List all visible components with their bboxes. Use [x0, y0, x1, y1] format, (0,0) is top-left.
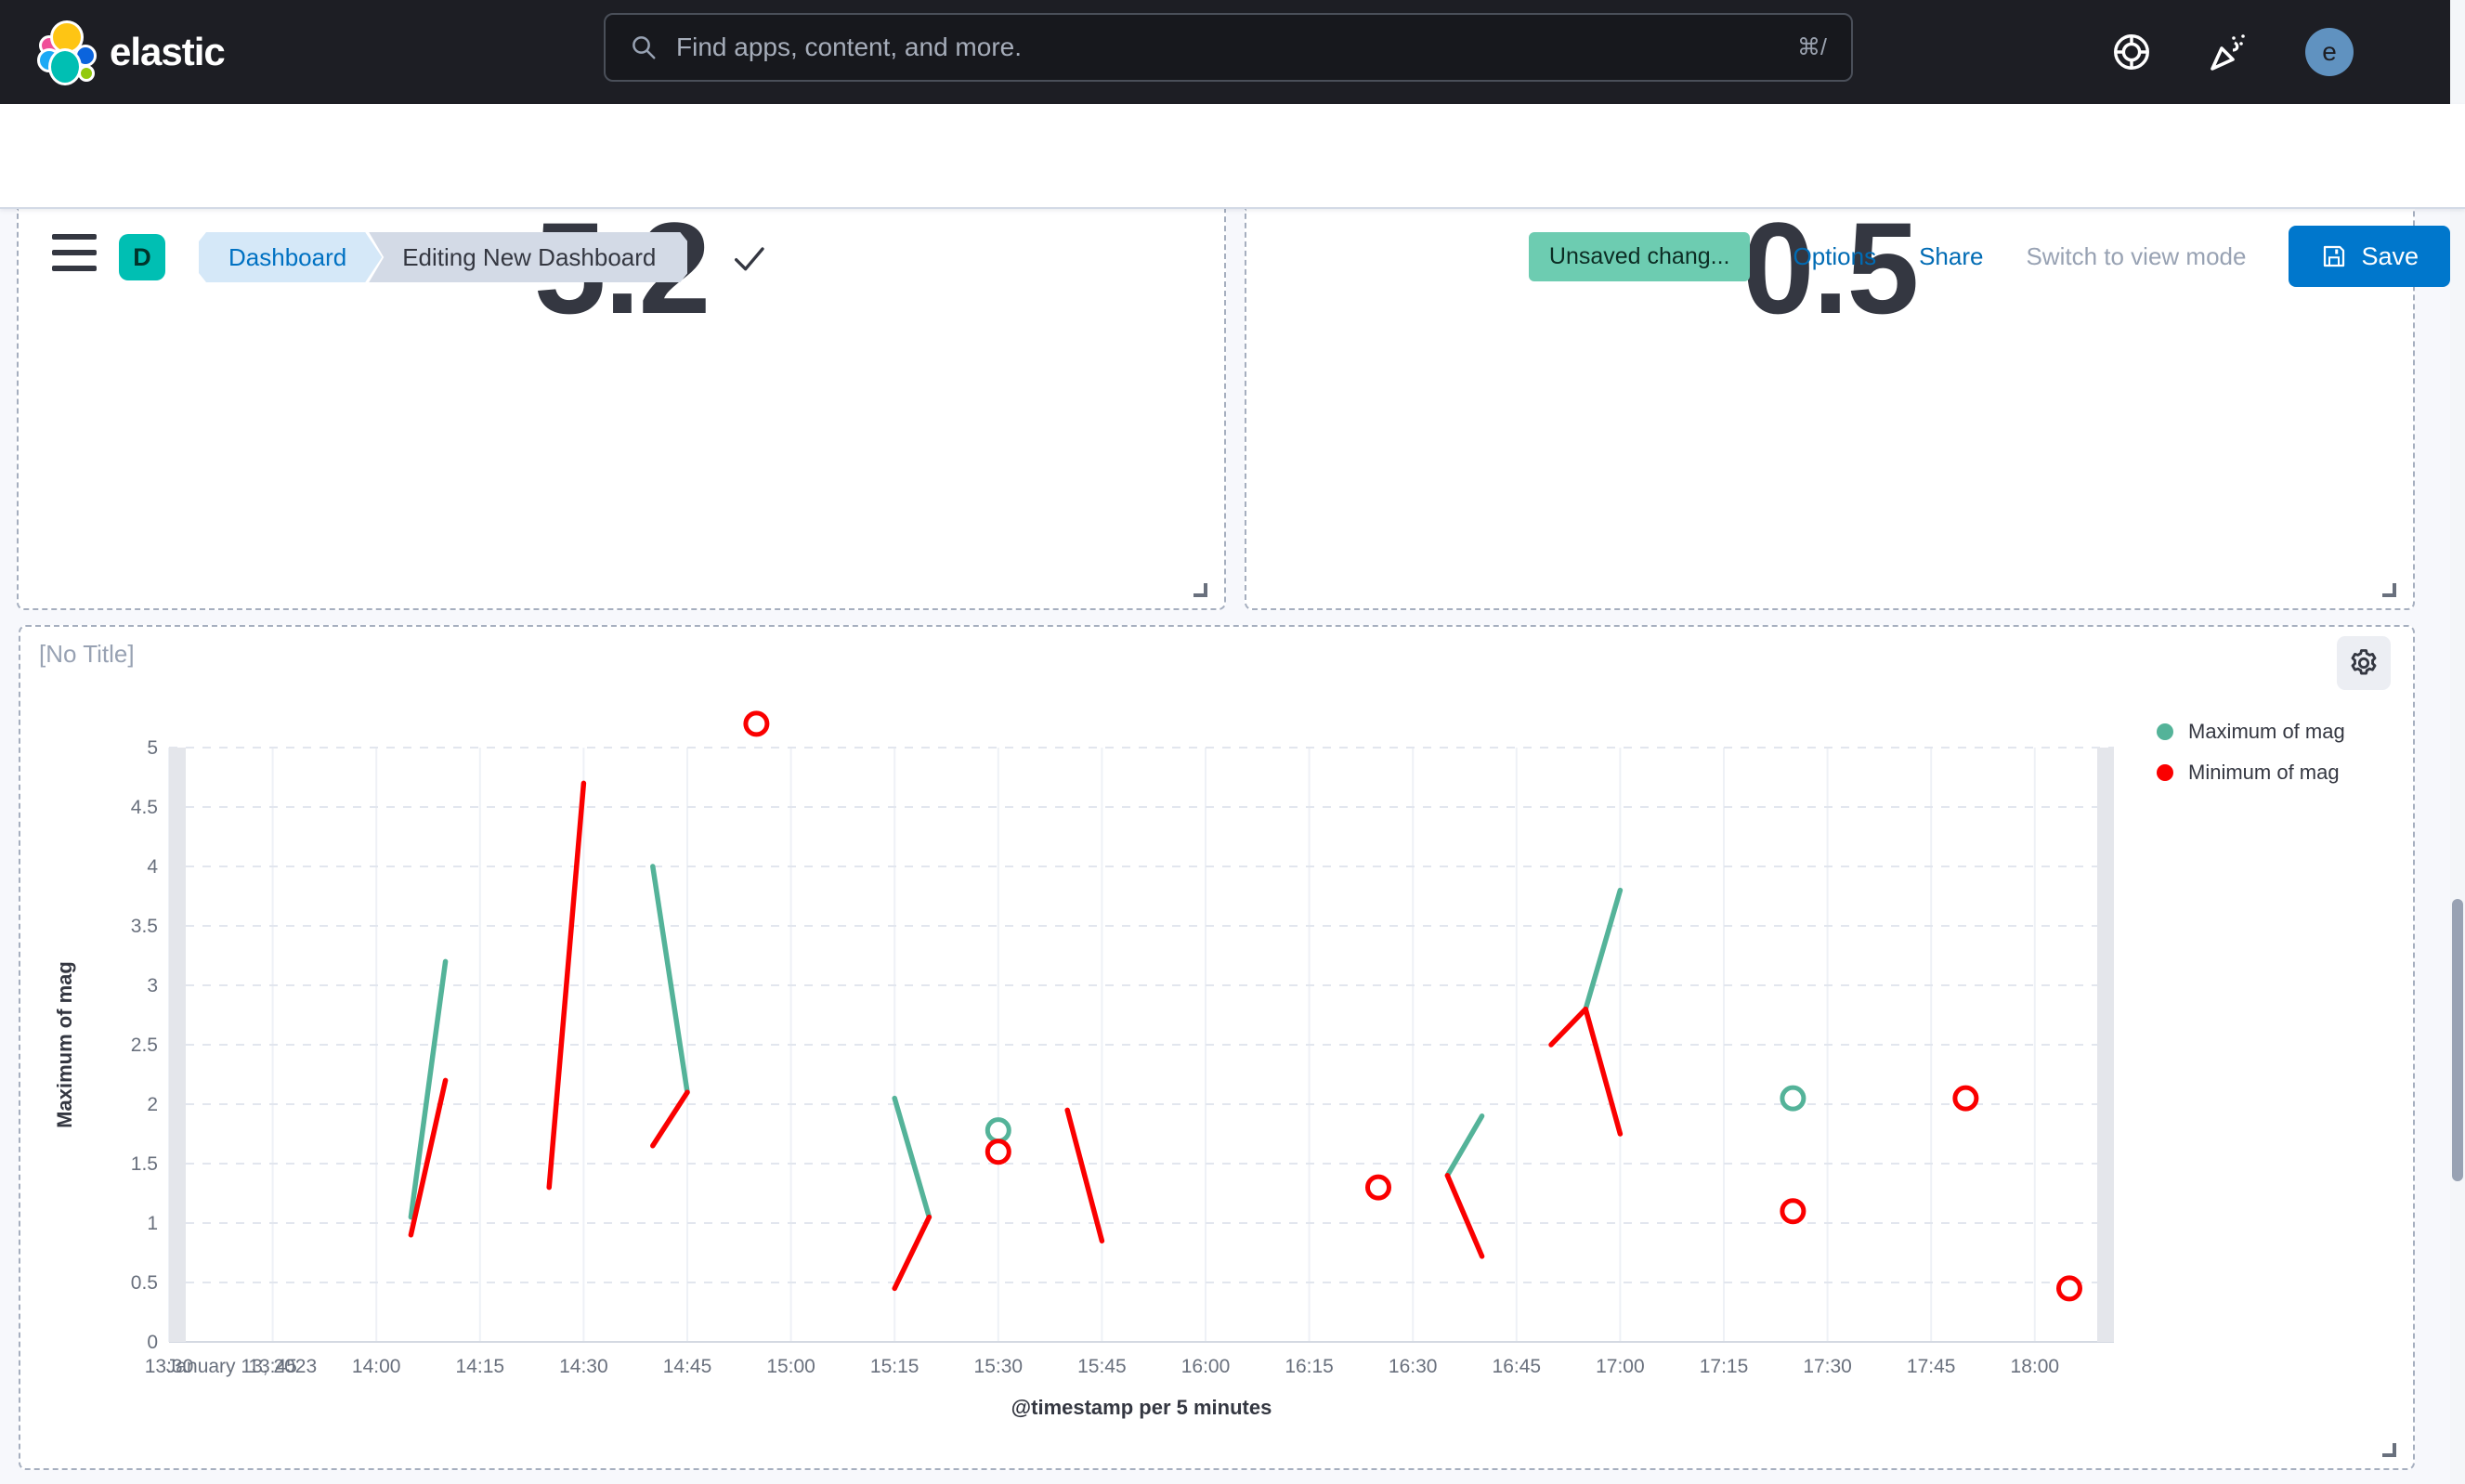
- svg-text:16:15: 16:15: [1285, 1356, 1334, 1377]
- share-button[interactable]: Share: [1919, 241, 1984, 270]
- unsaved-changes-badge[interactable]: Unsaved chang...: [1528, 231, 1751, 281]
- search-shortcut: ⌘/: [1797, 34, 1827, 60]
- svg-text:16:00: 16:00: [1181, 1356, 1231, 1377]
- chart-panel: [No Title] 0 0.5 1 1.5 2 2.5 3 3.5 4 4.5 5 13:30 13:…: [19, 625, 2415, 1470]
- elastic-logo-icon: [37, 19, 97, 85]
- gear-icon: [2351, 649, 2377, 675]
- svg-text:14:00: 14:00: [352, 1356, 401, 1377]
- metric-panel-min: 0.5: [1245, 209, 2415, 610]
- svg-text:17:30: 17:30: [1803, 1356, 1852, 1377]
- legend-label-max: Maximum of mag: [2188, 720, 2345, 743]
- scrollbar-thumb[interactable]: [2452, 899, 2463, 1181]
- switch-view-mode-button[interactable]: Switch to view mode: [2026, 241, 2247, 270]
- svg-text:2.5: 2.5: [131, 1035, 158, 1056]
- svg-text:16:45: 16:45: [1493, 1356, 1542, 1377]
- svg-text:Maximum of mag: Maximum of mag: [53, 961, 76, 1128]
- check-icon[interactable]: [726, 236, 771, 280]
- svg-text:17:45: 17:45: [1907, 1356, 1956, 1377]
- brand-wordmark: elastic: [110, 30, 226, 73]
- resize-handle[interactable]: [2382, 583, 2396, 597]
- svg-text:0: 0: [147, 1332, 158, 1353]
- svg-text:16:30: 16:30: [1389, 1356, 1438, 1377]
- svg-text:5: 5: [147, 737, 158, 759]
- legend-label-min: Minimum of mag: [2188, 761, 2340, 784]
- resize-handle[interactable]: [1193, 583, 1207, 597]
- chart-panel-title: [No Title]: [39, 640, 135, 668]
- svg-text:14:15: 14:15: [456, 1356, 505, 1377]
- search-icon: [633, 36, 656, 59]
- svg-text:17:15: 17:15: [1700, 1356, 1749, 1377]
- svg-text:2: 2: [147, 1094, 158, 1115]
- chart-legend: Maximum of mag Minimum of mag: [2157, 720, 2345, 785]
- svg-text:17:00: 17:00: [1596, 1356, 1645, 1377]
- svg-text:1.5: 1.5: [131, 1153, 158, 1175]
- dashboard-app-icon: D: [119, 234, 165, 280]
- legend-item-minimum[interactable]: Minimum of mag: [2157, 761, 2345, 785]
- user-avatar[interactable]: e: [2305, 28, 2354, 76]
- help-icon[interactable]: [2110, 31, 2153, 73]
- top-header: elastic Find apps, content, and more. ⌘/…: [0, 0, 2465, 104]
- save-label: Save: [2361, 241, 2419, 270]
- svg-text:13:45: 13:45: [248, 1356, 297, 1377]
- svg-text:0.5: 0.5: [131, 1272, 158, 1294]
- svg-text:15:30: 15:30: [974, 1356, 1024, 1377]
- svg-text:15:45: 15:45: [1077, 1356, 1127, 1377]
- svg-text:4: 4: [147, 856, 158, 878]
- svg-text:14:45: 14:45: [663, 1356, 712, 1377]
- breadcrumb-current[interactable]: Editing New Dashboard: [369, 232, 687, 282]
- svg-text:4.5: 4.5: [131, 797, 158, 818]
- legend-item-maximum[interactable]: Maximum of mag: [2157, 720, 2345, 744]
- svg-text:@timestamp per 5 minutes: @timestamp per 5 minutes: [1011, 1396, 1272, 1419]
- save-icon: [2324, 245, 2345, 267]
- svg-text:15:00: 15:00: [766, 1356, 815, 1377]
- breadcrumb: Dashboard Editing New Dashboard: [199, 232, 687, 282]
- svg-text:15:15: 15:15: [870, 1356, 919, 1377]
- global-search[interactable]: Find apps, content, and more. ⌘/: [604, 13, 1853, 82]
- save-button[interactable]: Save: [2289, 226, 2450, 287]
- breadcrumb-dashboard[interactable]: Dashboard: [199, 232, 382, 282]
- svg-text:1: 1: [147, 1213, 158, 1234]
- dashboard-toolbar: D Dashboard Editing New Dashboard Unsave…: [0, 104, 2465, 287]
- svg-text:January 13, 2023: January 13, 2023: [166, 1356, 317, 1377]
- panel-settings-button[interactable]: [2337, 636, 2391, 690]
- svg-text:3: 3: [147, 975, 158, 996]
- search-placeholder: Find apps, content, and more.: [676, 33, 1022, 61]
- svg-text:18:00: 18:00: [2011, 1356, 2060, 1377]
- svg-text:14:30: 14:30: [559, 1356, 608, 1377]
- legend-dot-max: [2157, 723, 2173, 740]
- metric-value-min: 0.5: [1741, 209, 1920, 341]
- svg-text:3.5: 3.5: [131, 916, 158, 937]
- menu-icon[interactable]: [52, 234, 97, 271]
- page-scrollbar: [2450, 0, 2465, 1484]
- elastic-logo[interactable]: elastic: [37, 19, 226, 85]
- resize-handle[interactable]: [2382, 1443, 2396, 1457]
- xy-chart-svg: 0 0.5 1 1.5 2 2.5 3 3.5 4 4.5 5 13:30 13:45 14:00 14:1…: [53, 710, 2114, 1419]
- news-icon[interactable]: [2207, 30, 2251, 74]
- legend-dot-min: [2157, 764, 2173, 781]
- options-button[interactable]: Options: [1793, 241, 1877, 270]
- svg-text:13:30: 13:30: [145, 1356, 194, 1377]
